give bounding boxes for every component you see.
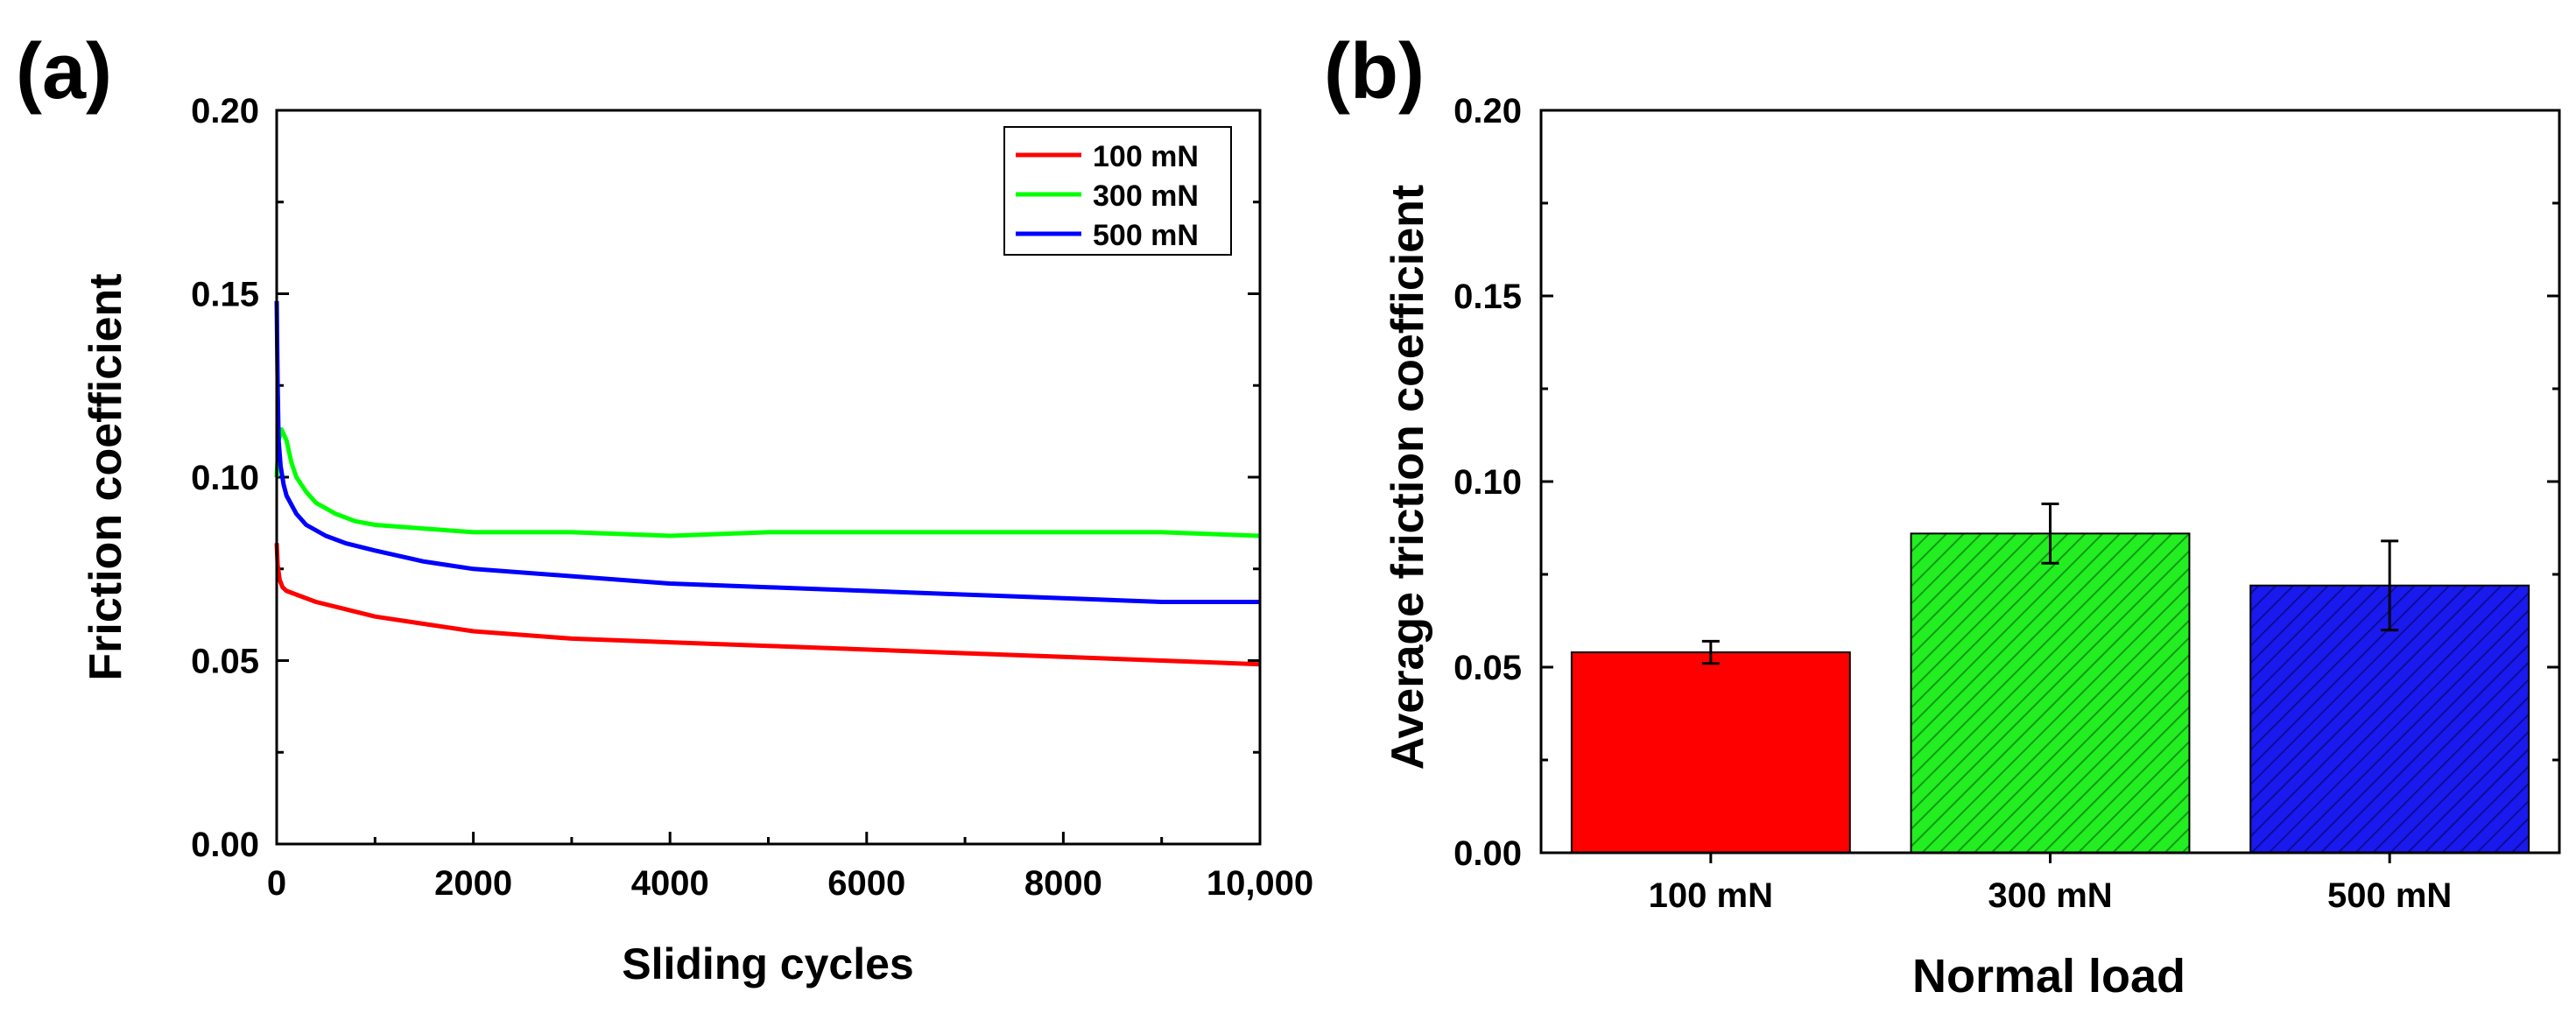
panel-b-ticks: 0.00 0.05 0.10 0.15 0.20 — [1453, 92, 2559, 873]
panel-a-y-axis-label: Friction coefficient — [81, 273, 131, 680]
y-tick-label: 0.00 — [1453, 834, 1522, 873]
x-tick-label: 300 mN — [1988, 876, 2112, 915]
x-tick-label: 2000 — [434, 864, 512, 903]
panel-b-label: (b) — [1324, 28, 1425, 116]
panel-a-legend: 100 mN 300 mN 500 mN — [1003, 126, 1232, 256]
bar-2 — [1910, 532, 2191, 854]
panel-b-plot-frame — [1539, 109, 2561, 855]
panel-a-x-axis-label: Sliding cycles — [622, 939, 913, 988]
y-tick-label: 0.20 — [1453, 92, 1522, 130]
y-tick-label: 0.00 — [191, 826, 259, 864]
y-tick-label: 0.05 — [191, 643, 259, 681]
legend-label-1: 100 mN — [1093, 140, 1199, 173]
panel-a-label: (a) — [16, 28, 112, 116]
panel-b-y-axis-label: Average friction coefficient — [1383, 185, 1433, 770]
x-tick-label: 8000 — [1024, 864, 1102, 903]
series-line-3 — [274, 300, 1260, 604]
y-tick-label: 0.15 — [1453, 278, 1522, 316]
panel-b-x-axis-label: Normal load — [1912, 950, 2185, 1002]
x-tick-label: 500 mN — [2327, 876, 2452, 915]
legend-label-2: 300 mN — [1093, 179, 1199, 213]
panel-a-line-chart: (a) 0 2000 4000 6000 8000 10,0000.000.050.100… — [16, 28, 1313, 988]
y-tick-label: 0.15 — [191, 276, 259, 314]
x-tick-label: 4000 — [631, 864, 709, 903]
panel-a-ticks: 0 2000 4000 6000 8000 10,000 0.00 0.05 0.10 0.15 0… — [191, 92, 1313, 903]
panel-b-bars: 100 mN 300 mN 500 mN — [1570, 502, 2530, 915]
series-line-2 — [274, 427, 1261, 538]
x-tick-label: 6000 — [827, 864, 905, 903]
y-tick-label: 0.10 — [1453, 463, 1522, 502]
panel-b-bar-chart: (b) 0.00 0.05 0.10 0.15 0.20 100 mN 300 mN 500… — [1324, 28, 2561, 1002]
y-tick-label: 0.20 — [191, 92, 259, 130]
panel-a-series — [274, 300, 1261, 667]
x-tick-label: 10,000 — [1207, 864, 1313, 903]
y-tick-label: 0.10 — [191, 459, 259, 497]
bar-1 — [1570, 651, 1851, 854]
series-line-1 — [274, 543, 1261, 667]
x-tick-label: 100 mN — [1649, 876, 1773, 915]
x-tick-label: 0 — [267, 864, 286, 903]
legend-label-3: 500 mN — [1093, 219, 1199, 252]
panel-a-plot-frame — [275, 109, 1262, 846]
y-tick-label: 0.05 — [1453, 649, 1522, 687]
